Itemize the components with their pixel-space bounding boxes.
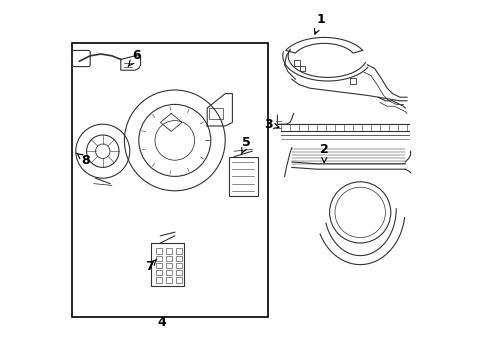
- Bar: [176, 263, 182, 268]
- Bar: [176, 277, 182, 283]
- Bar: [156, 263, 162, 268]
- Bar: [166, 277, 172, 283]
- Text: 8: 8: [76, 153, 90, 167]
- Bar: [156, 256, 162, 261]
- Text: 5: 5: [242, 136, 251, 154]
- Bar: [156, 248, 162, 254]
- Text: 4: 4: [158, 316, 167, 329]
- Bar: [72, 43, 269, 317]
- Bar: [300, 66, 305, 71]
- Text: 3: 3: [264, 118, 279, 131]
- Bar: [350, 78, 356, 84]
- Text: 2: 2: [320, 143, 329, 163]
- Bar: [156, 277, 162, 283]
- Text: 7: 7: [145, 259, 157, 273]
- Bar: [166, 256, 172, 261]
- Text: 1: 1: [315, 13, 325, 34]
- Bar: [156, 270, 162, 275]
- Bar: [151, 243, 184, 286]
- Bar: [176, 270, 182, 275]
- Bar: [176, 256, 182, 261]
- Bar: [209, 108, 223, 119]
- Bar: [166, 248, 172, 254]
- Bar: [294, 60, 300, 66]
- Bar: [229, 157, 258, 196]
- Bar: [176, 248, 182, 254]
- Bar: [166, 270, 172, 275]
- Text: 6: 6: [128, 49, 141, 67]
- Bar: [166, 263, 172, 268]
